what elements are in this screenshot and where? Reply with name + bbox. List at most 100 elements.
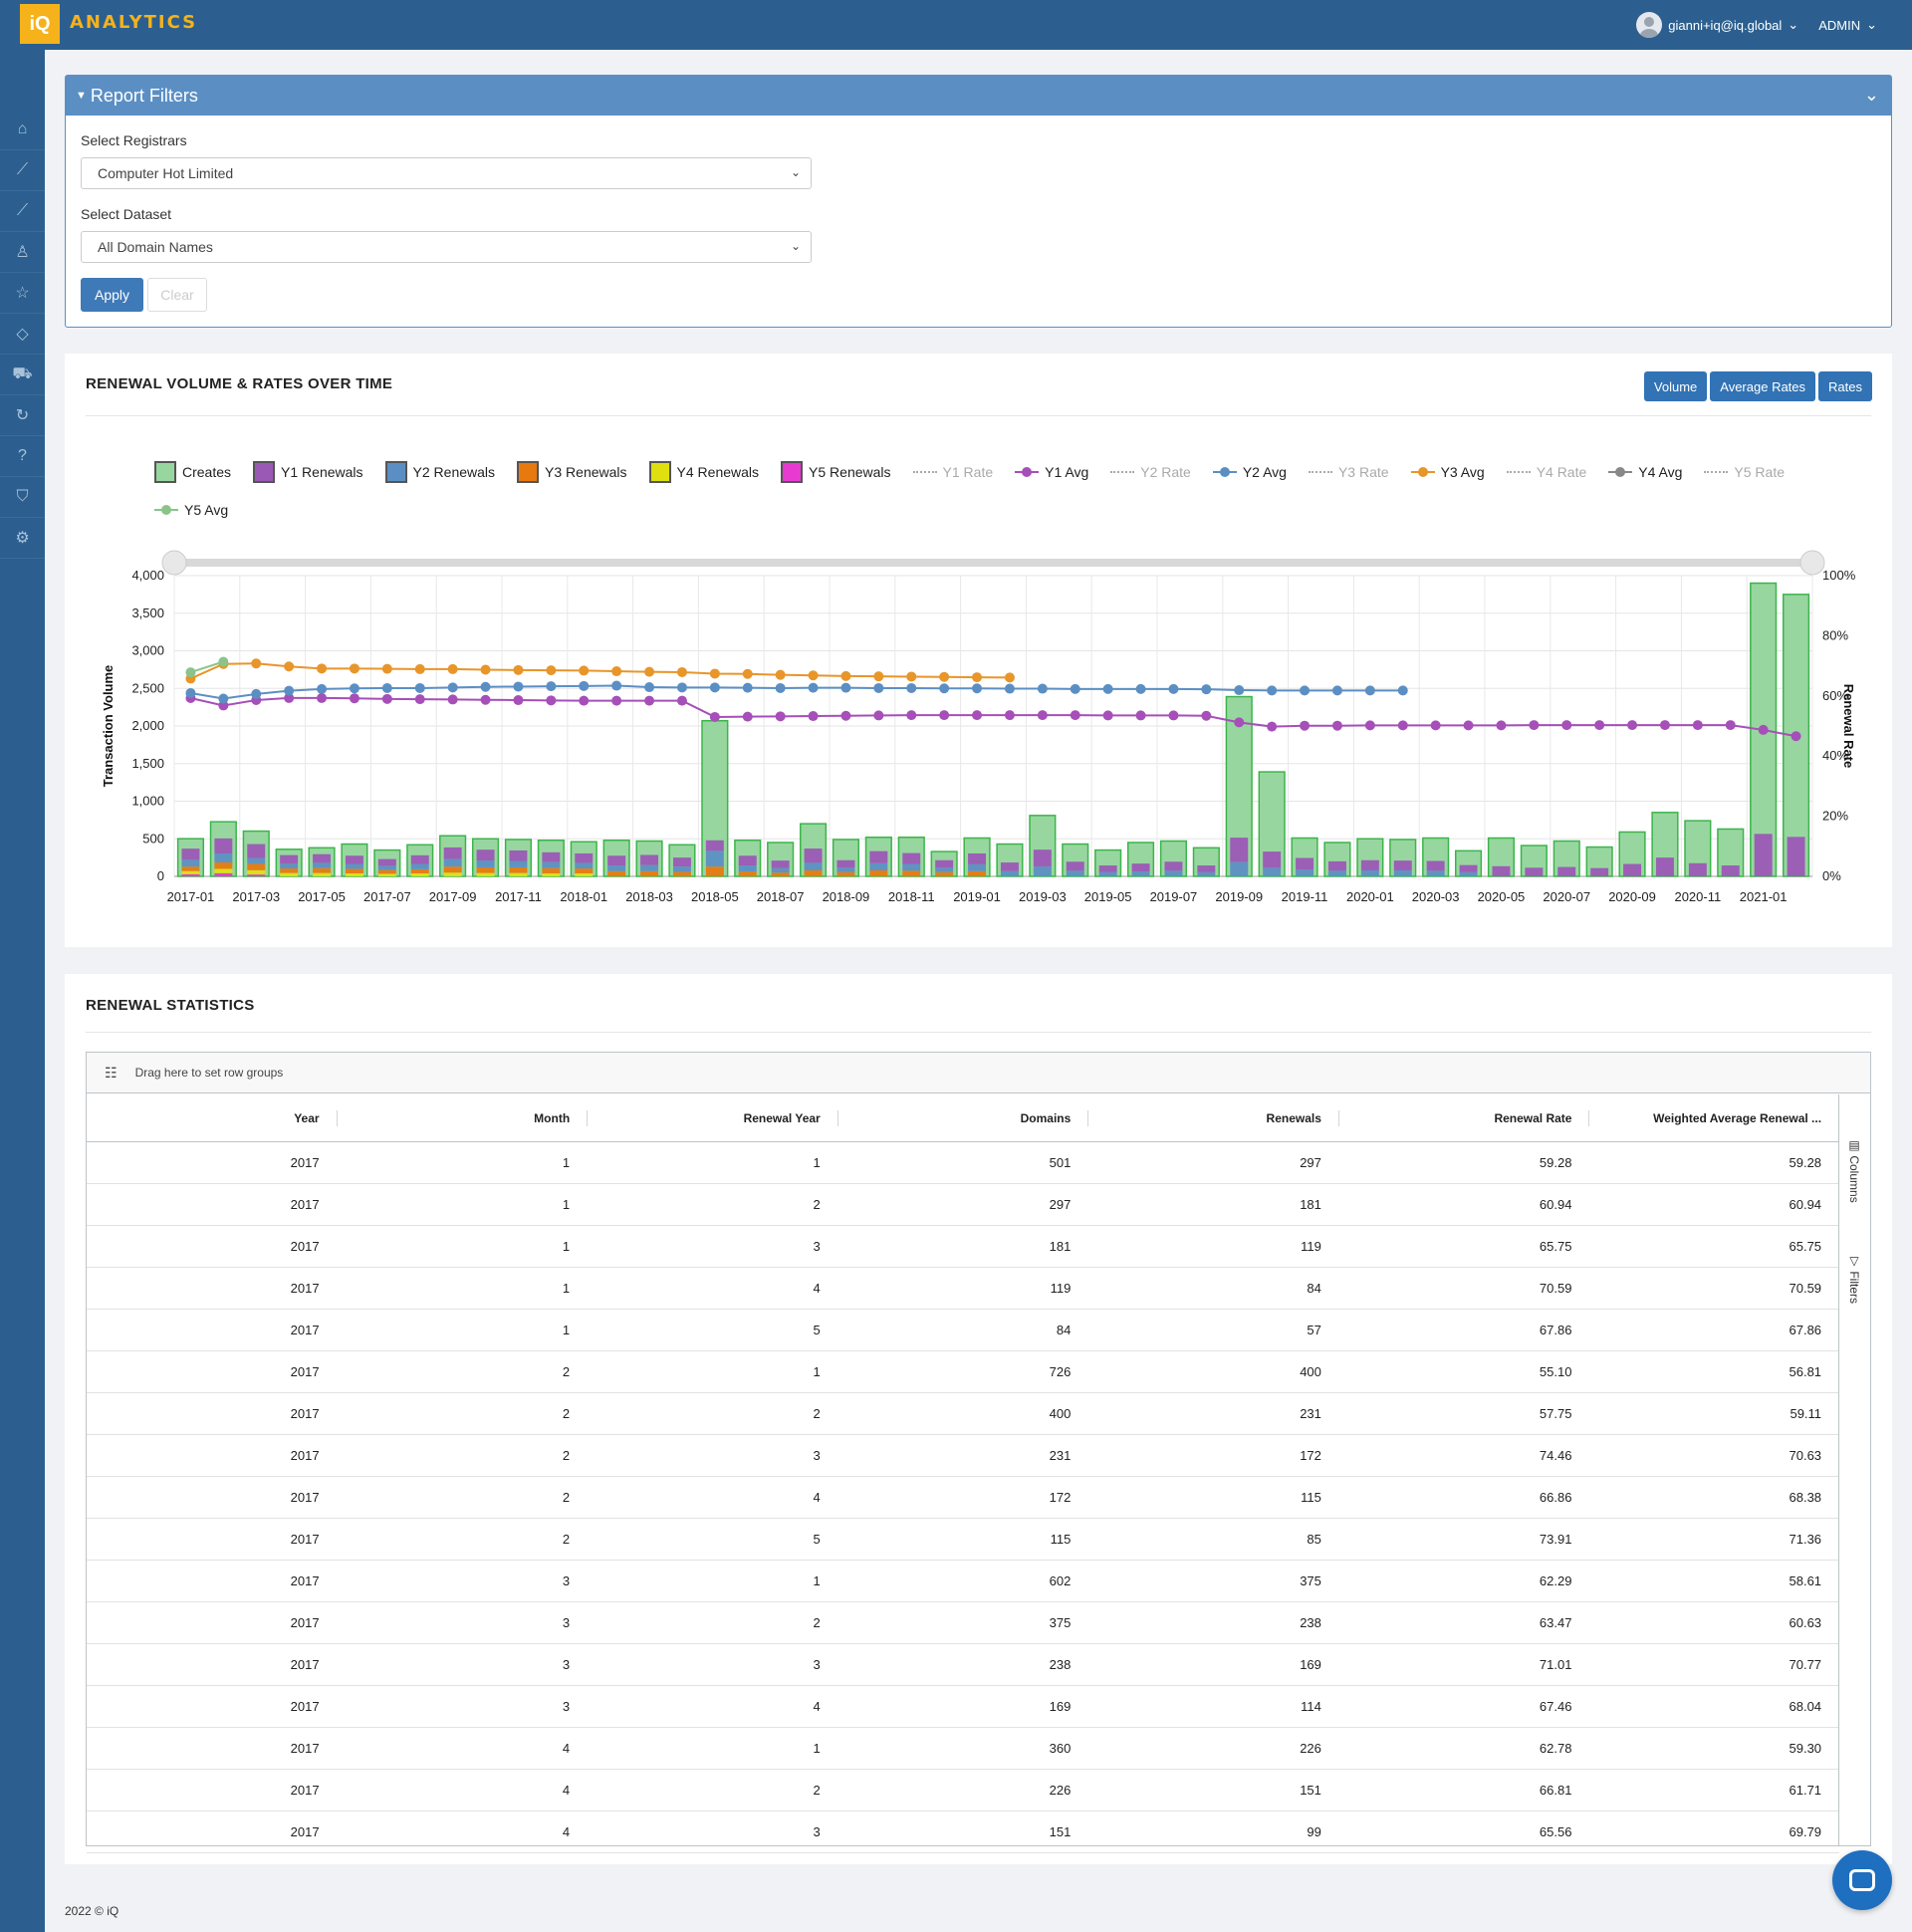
column-header[interactable]: Renewal Year [588,1094,838,1142]
home-icon[interactable]: ⌂ [0,110,45,150]
legend-item[interactable]: Y1 Renewals [253,461,363,483]
line-y5-avg [190,660,224,674]
volume-button[interactable]: Volume [1643,371,1708,401]
legend-line [1015,467,1040,477]
line-y2-avg [190,684,1403,700]
column-header[interactable]: Domains [838,1094,1089,1142]
x-tick-label: 2019-03 [1019,889,1067,904]
range-slider-handle-left[interactable] [161,550,187,576]
table-row[interactable]: 2017 2 4 172 115 66.86 68.38 [87,1477,1839,1519]
bar-y1-renewals [1000,862,1019,871]
bar-y1-renewals [1590,867,1609,876]
bar-y4-renewals [181,870,200,874]
legend-item[interactable]: Y5 Renewals [781,461,891,483]
row-group-dropzone[interactable]: ☷ Drag here to set row groups [87,1053,1870,1093]
table-row[interactable]: 2017 2 3 231 172 74.46 70.63 [87,1435,1839,1477]
column-header[interactable]: Year [87,1094,338,1142]
cart-icon[interactable]: ⛟ [0,355,45,395]
bar-y3-renewals [247,863,266,870]
user-icon[interactable]: ♙ [0,232,45,273]
legend-item[interactable]: Y4 Rate [1506,464,1586,480]
table-row[interactable]: 2017 1 2 297 181 60.94 60.94 [87,1184,1839,1226]
column-header[interactable]: Month [338,1094,589,1142]
dataset-select[interactable]: All Domain Names ⌄ [81,231,812,263]
chat-button[interactable] [1832,1850,1892,1910]
trend-icon[interactable]: ⟋ [0,191,45,232]
bar-y2-renewals [836,867,855,872]
bar-y1-renewals [1721,865,1740,876]
column-header[interactable]: Weighted Average Renewal ... [1589,1094,1839,1142]
average-rates-button[interactable]: Average Rates [1710,371,1816,401]
legend-item[interactable]: Y3 Avg [1410,464,1485,480]
column-header[interactable]: Renewal Rate [1339,1094,1590,1142]
point-y1-avg [1627,720,1638,731]
help-icon[interactable]: ? [0,436,45,477]
column-header[interactable]: Renewals [1088,1094,1339,1142]
legend-item[interactable]: Y3 Rate [1308,464,1389,480]
table-row[interactable]: 2017 3 1 602 375 62.29 58.61 [87,1561,1839,1602]
bar-y3-renewals [968,870,987,876]
legend-item[interactable]: Y1 Rate [912,464,993,480]
apply-button[interactable]: Apply [81,278,143,312]
refresh-icon[interactable]: ↻ [0,395,45,436]
legend-item[interactable]: Creates [154,461,231,483]
table-row[interactable]: 2017 4 2 226 151 66.81 61.71 [87,1770,1839,1811]
registrar-select[interactable]: Computer Hot Limited ⌄ [81,157,812,189]
chevron-down-icon: ⌄ [1788,17,1799,32]
role-menu[interactable]: ADMIN ⌄ [1818,17,1877,33]
chevron-down-icon[interactable]: ⌄ [1863,85,1879,105]
legend-item[interactable]: Y2 Renewals [384,461,496,483]
point-y2-avg [1037,683,1048,694]
filters-tab[interactable]: ▽ Filters [1847,1254,1861,1304]
table-row[interactable]: 2017 4 1 360 226 62.78 59.30 [87,1728,1839,1770]
dataset-select-value: All Domain Names [98,239,213,255]
point-y1-avg [1201,710,1212,721]
table-row[interactable]: 2017 2 5 115 85 73.91 71.36 [87,1519,1839,1561]
table-cell: 1 [813,1573,821,1588]
legend-item[interactable]: Y5 Rate [1704,464,1785,480]
user-menu[interactable]: gianni+iq@iq.global ⌄ [1636,12,1798,38]
table-cell: 84 [1307,1281,1321,1296]
table-row[interactable]: 2017 3 3 238 169 71.01 70.77 [87,1644,1839,1686]
table-row[interactable]: 2017 1 4 119 84 70.59 70.59 [87,1268,1839,1310]
chart-line-icon[interactable]: ⟋ [0,150,45,191]
table-cell: 85 [1307,1532,1321,1547]
diamond-icon[interactable]: ◇ [0,314,45,355]
table-row[interactable]: 2017 3 4 169 114 67.46 68.04 [87,1686,1839,1728]
legend-item[interactable]: Y4 Renewals [648,461,759,483]
app-logo[interactable]: iQ [20,4,60,44]
range-slider-handle-right[interactable] [1799,550,1825,576]
point-y1-avg [1331,720,1342,731]
legend-item[interactable]: Y5 Avg [154,502,228,518]
table-cell: 297 [1300,1155,1321,1170]
footer: 2022 © iQ [65,1904,120,1918]
table-row[interactable]: 2017 4 3 151 99 65.56 69.79 [87,1811,1839,1853]
legend-item[interactable]: Y2 Avg [1212,464,1287,480]
table-row[interactable]: 2017 2 1 726 400 55.10 56.81 [87,1351,1839,1393]
legend-label: Y2 Renewals [412,464,496,480]
legend-swatch [384,461,407,483]
point-y1-avg [1561,720,1572,731]
gear-icon[interactable]: ⚙ [0,518,45,559]
bar-y2-renewals [1000,870,1019,876]
table-row[interactable]: 2017 2 2 400 231 57.75 59.11 [87,1393,1839,1435]
bar-y3-renewals [771,872,790,876]
legend-item[interactable]: Y3 Renewals [517,461,627,483]
table-cell: 2 [562,1448,571,1463]
columns-tab[interactable]: ▤ Columns [1847,1138,1861,1203]
shield-icon[interactable]: ⛉ [0,477,45,518]
point-y2-avg [808,682,819,693]
legend-item[interactable]: Y4 Avg [1608,464,1682,480]
report-filters-header[interactable]: ▼ Report Filters ⌄ [66,76,1891,116]
legend-item[interactable]: Y1 Avg [1015,464,1088,480]
table-row[interactable]: 2017 1 1 501 297 59.28 59.28 [87,1142,1839,1184]
legend-item[interactable]: Y2 Rate [1110,464,1191,480]
table-row[interactable]: 2017 3 2 375 238 63.47 60.63 [87,1602,1839,1644]
star-icon[interactable]: ☆ [0,273,45,314]
table-cell: 501 [1049,1155,1072,1170]
clear-button[interactable]: Clear [147,278,207,312]
table-row[interactable]: 2017 1 5 84 57 67.86 67.86 [87,1310,1839,1351]
table-row[interactable]: 2017 1 3 181 119 65.75 65.75 [87,1226,1839,1268]
rates-button[interactable]: Rates [1818,371,1872,401]
bar-y3-renewals [672,871,691,876]
